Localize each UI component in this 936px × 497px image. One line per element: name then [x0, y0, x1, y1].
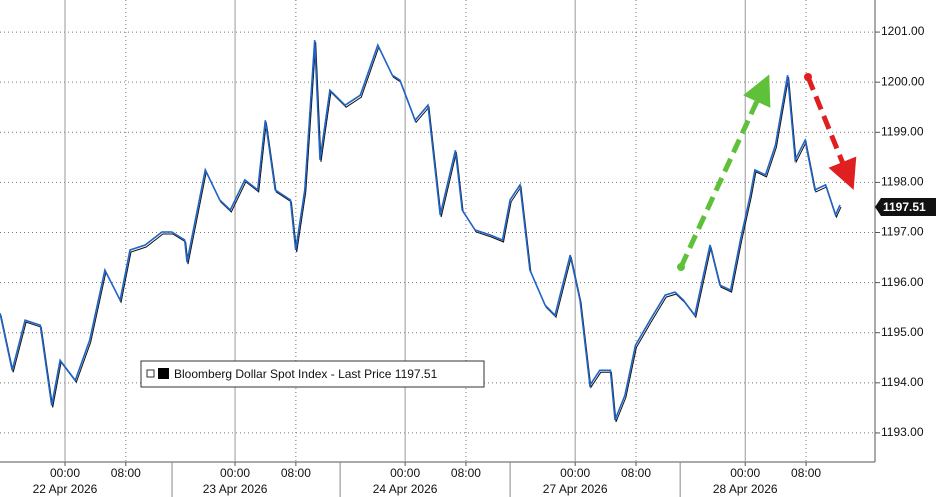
- legend-swatch: [158, 368, 169, 379]
- x-tick-label: 08:00: [451, 466, 481, 480]
- up-arrow: [678, 74, 771, 269]
- y-tick-label: 1199.00: [881, 124, 924, 138]
- x-tick-label: 08:00: [281, 466, 311, 480]
- last-price-label: 1197.51: [883, 200, 926, 214]
- legend-label: Bloomberg Dollar Spot Index - Last Price…: [174, 367, 438, 381]
- grid-layer: [0, 0, 880, 497]
- x-tick-label: 00:00: [220, 466, 250, 480]
- x-tick-label: 00:00: [390, 466, 420, 480]
- date-label: 27 Apr 2026: [543, 482, 608, 496]
- legend-toggle: [146, 369, 155, 378]
- date-label: 28 Apr 2026: [713, 482, 778, 496]
- x-tick-label: 08:00: [111, 466, 141, 480]
- date-label: 22 Apr 2026: [33, 482, 98, 496]
- y-tick-label: 1195.00: [881, 325, 924, 339]
- legend-last-price: 1197.51: [395, 367, 438, 381]
- legend-series-name: Bloomberg Dollar Spot Index - Last Price: [174, 367, 392, 381]
- x-tick-label: 00:00: [560, 466, 590, 480]
- y-tick-label: 1198.00: [881, 175, 924, 189]
- x-tick-label: 08:00: [621, 466, 651, 480]
- price-line: [0, 40, 841, 421]
- y-tick-label: 1200.00: [881, 74, 925, 88]
- data-layer: [0, 40, 842, 423]
- x-tick-label: 08:00: [791, 466, 821, 480]
- legend-box: [140, 360, 485, 388]
- legend: Bloomberg Dollar Spot Index - Last Price…: [140, 360, 485, 388]
- last-price-tag: [875, 197, 936, 216]
- y-tick-label: 1194.00: [881, 375, 924, 389]
- x-tick-label: 00:00: [730, 466, 760, 480]
- down-arrow: [805, 76, 857, 190]
- y-tick-label: 1196.00: [881, 275, 924, 289]
- y-tick-label: 1193.00: [881, 425, 924, 439]
- y-tick-label: 1201.00: [881, 24, 925, 38]
- date-label: 24 Apr 2026: [373, 482, 438, 496]
- date-label: 23 Apr 2026: [203, 482, 268, 496]
- x-tick-label: 00:00: [50, 466, 80, 480]
- y-tick-label: 1197.00: [881, 225, 924, 239]
